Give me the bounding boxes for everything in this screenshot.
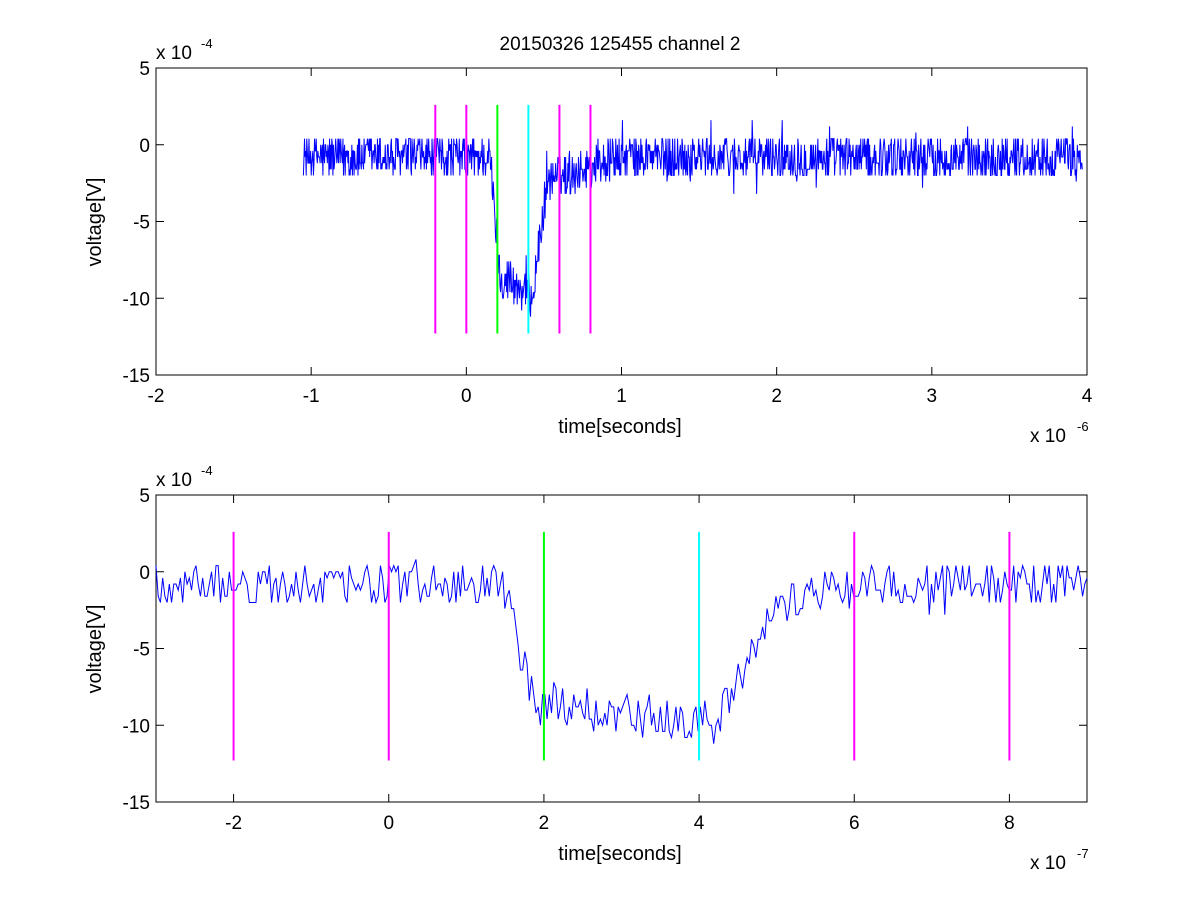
bottom-xtick-label-0: -2 bbox=[225, 813, 242, 834]
top-xtick-label-2: 0 bbox=[461, 386, 472, 407]
top-y-exponent: x 10 -4 bbox=[156, 36, 213, 64]
bottom-xlabel: time[seconds] bbox=[558, 843, 681, 865]
top-ytick-label-0: 5 bbox=[139, 59, 150, 80]
figure-title: 20150326 125455 channel 2 bbox=[500, 34, 741, 55]
top-x-exponent: x 10 -6 bbox=[1030, 419, 1089, 447]
bottom-ytick-label-4: -15 bbox=[123, 793, 150, 814]
top-y-exponent-power: -4 bbox=[201, 36, 213, 51]
bottom-x-exponent-base: x 10 bbox=[1030, 853, 1066, 874]
top-xtick-label-3: 1 bbox=[616, 386, 627, 407]
bottom-ytick-label-1: 0 bbox=[139, 563, 150, 584]
bottom-xtick-label-3: 4 bbox=[694, 813, 705, 834]
top-ylabel: voltage[V] bbox=[84, 178, 106, 267]
top-x-exponent-base: x 10 bbox=[1030, 426, 1066, 447]
bottom-x-exponent-power: -7 bbox=[1077, 846, 1089, 861]
bottom-x-exponent: x 10 -7 bbox=[1030, 846, 1089, 874]
bottom-y-exponent-base: x 10 bbox=[156, 470, 192, 491]
top-xlabel: time[seconds] bbox=[558, 416, 681, 438]
top-ytick-label-2: -5 bbox=[133, 213, 150, 234]
bottom-signal-line bbox=[155, 559, 1088, 744]
bottom-xtick-label-2: 2 bbox=[539, 813, 550, 834]
bottom-xtick-label-5: 8 bbox=[1004, 813, 1015, 834]
top-xtick-label-4: 2 bbox=[771, 386, 782, 407]
bottom-xtick-label-1: 0 bbox=[383, 813, 394, 834]
bottom-axes: -2 0 2 4 6 8 5 0 -5 -10 -15 time[seconds] voltage[… bbox=[84, 463, 1089, 874]
top-axes: -2 -1 0 1 2 3 450-5-10-15 time[seconds] voltag… bbox=[84, 36, 1093, 447]
bottom-axes-box bbox=[155, 494, 1088, 803]
top-ytick-label-4: -15 bbox=[123, 366, 150, 387]
top-xtick-label-5: 3 bbox=[927, 386, 938, 407]
bottom-ytick-label-3: -10 bbox=[123, 716, 150, 737]
bottom-ylabel: voltage[V] bbox=[84, 605, 106, 694]
bottom-y-exponent: x 10 -4 bbox=[156, 463, 213, 491]
top-xtick-label-1: -1 bbox=[303, 386, 320, 407]
bottom-signal-layer bbox=[155, 559, 1088, 744]
top-y-exponent-base: x 10 bbox=[156, 43, 192, 64]
top-signal-layer bbox=[302, 120, 1083, 317]
bottom-y-exponent-power: -4 bbox=[201, 463, 213, 478]
bottom-ytick-label-2: -5 bbox=[133, 640, 150, 661]
bottom-tick-layer: -2 0 2 4 6 8 5 0 -5 -10 -15 bbox=[123, 486, 1087, 834]
top-tick-layer: -2 -1 0 1 2 3 450-5-10-15 bbox=[123, 59, 1093, 407]
top-ytick-label-1: 0 bbox=[139, 136, 150, 157]
top-x-exponent-power: -6 bbox=[1077, 419, 1089, 434]
top-ytick-label-3: -10 bbox=[123, 289, 150, 310]
top-marker-layer bbox=[434, 104, 592, 334]
top-xtick-label-6: 4 bbox=[1082, 386, 1093, 407]
top-xtick-label-0: -2 bbox=[148, 386, 165, 407]
bottom-xtick-label-4: 6 bbox=[849, 813, 860, 834]
bottom-ytick-label-0: 5 bbox=[139, 486, 150, 507]
top-axes-box bbox=[155, 67, 1088, 376]
top-signal-line bbox=[302, 120, 1083, 317]
bottom-marker-layer bbox=[232, 531, 1011, 761]
